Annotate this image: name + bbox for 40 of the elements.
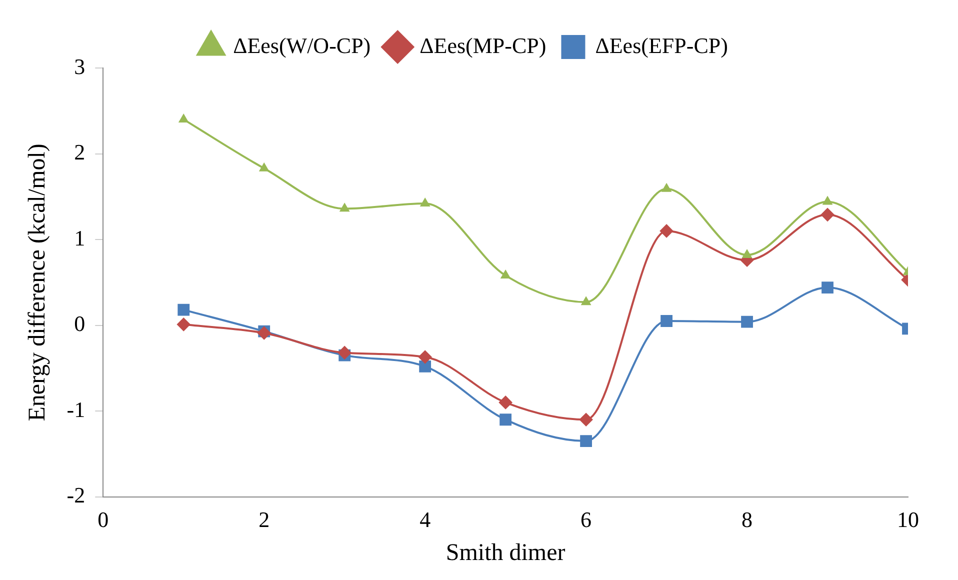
y-tick-label: -1 bbox=[66, 396, 86, 422]
y-tick-label: -2 bbox=[66, 482, 86, 508]
x-axis-title: Smith dimer bbox=[446, 540, 566, 566]
y-tick-label: 2 bbox=[74, 140, 86, 165]
point bbox=[660, 315, 672, 327]
x-tick-label: 4 bbox=[420, 506, 431, 532]
point bbox=[500, 414, 512, 426]
point bbox=[501, 270, 510, 279]
x-tick-label: 2 bbox=[258, 506, 270, 532]
point bbox=[582, 297, 591, 306]
x-tick-label: 6 bbox=[580, 506, 592, 532]
legend-label: ΔEes(MP-CP) bbox=[420, 32, 546, 58]
point bbox=[177, 318, 190, 331]
point bbox=[178, 304, 190, 316]
point bbox=[823, 196, 832, 205]
y-axis-title: Energy difference (kcal/mol) bbox=[24, 144, 51, 422]
y-tick-label: 0 bbox=[74, 311, 86, 336]
point bbox=[660, 224, 674, 238]
point bbox=[419, 360, 432, 372]
point bbox=[260, 163, 269, 172]
y-tick-label: 3 bbox=[74, 54, 86, 79]
x-tick-label: 8 bbox=[742, 506, 753, 532]
point bbox=[340, 204, 350, 212]
point bbox=[822, 282, 834, 294]
x-tick-label: 10 bbox=[897, 506, 919, 532]
point bbox=[741, 316, 753, 328]
point bbox=[580, 435, 592, 448]
point bbox=[580, 413, 593, 426]
point bbox=[418, 350, 432, 364]
point bbox=[821, 208, 834, 222]
point bbox=[338, 346, 352, 360]
legend-label: ΔEes(EFP-CP) bbox=[595, 32, 728, 58]
point bbox=[662, 184, 671, 192]
point bbox=[499, 396, 512, 409]
point bbox=[420, 198, 430, 206]
point bbox=[179, 114, 188, 122]
y-tick-label: 1 bbox=[74, 225, 86, 250]
legend-label: ΔEes(W/O-CP) bbox=[233, 32, 371, 58]
x-tick-label: 0 bbox=[98, 506, 109, 532]
point bbox=[742, 250, 752, 258]
